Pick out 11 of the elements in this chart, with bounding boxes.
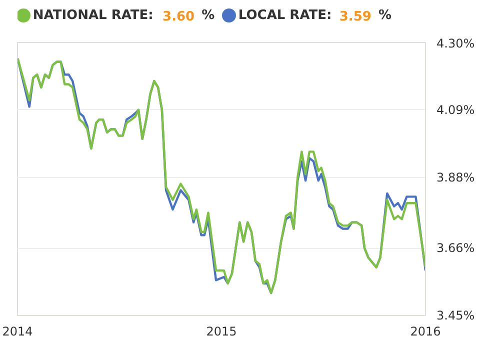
y-tick-label: 3.66% — [436, 241, 475, 256]
x-tick-label: 2014 — [2, 324, 33, 338]
legend-label: LOCAL RATE: 3.59 % — [238, 8, 392, 24]
y-tick-label: 3.45% — [436, 308, 475, 322]
line-series — [18, 57, 426, 294]
x-tick-label: 2015 — [206, 324, 237, 338]
legend-label: NATIONAL RATE: 3.60 % — [32, 8, 215, 24]
y-tick-label: 4.30% — [436, 36, 475, 50]
y-tick-label: 4.09% — [436, 102, 475, 117]
x-tick-label: 2016 — [410, 324, 441, 338]
y-tick-label: 3.88% — [436, 170, 475, 184]
